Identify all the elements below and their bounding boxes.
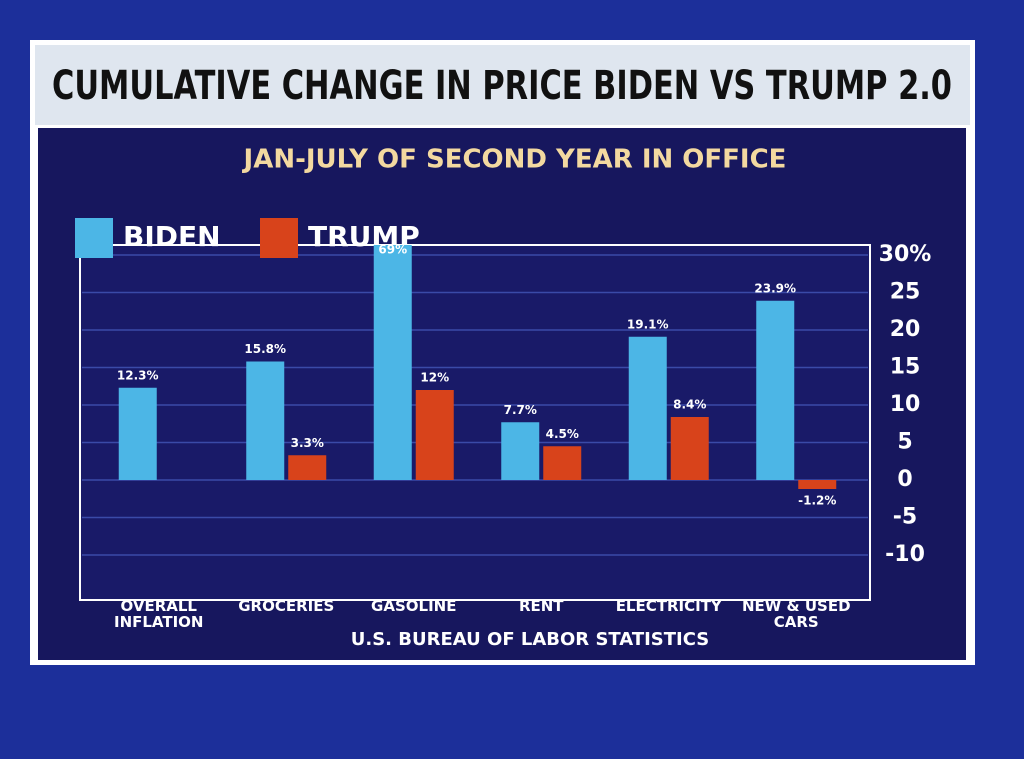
x-tick-label: NEW & USED CARS xyxy=(741,597,851,631)
bar xyxy=(246,361,285,480)
y-tick-label: 25 xyxy=(890,280,921,305)
bar xyxy=(288,455,327,480)
x-tick-label: RENT xyxy=(518,597,564,615)
plot-area xyxy=(79,244,871,601)
title-banner xyxy=(35,45,970,125)
bar xyxy=(628,336,667,480)
value-label: 23.9% xyxy=(754,281,796,295)
value-label: 19.1% xyxy=(627,317,669,331)
y-tick-label: 5 xyxy=(897,430,912,455)
bar xyxy=(798,480,837,489)
y-tick-label: 0 xyxy=(897,467,912,492)
chart-title: CUMULATIVE CHANGE IN PRICE BIDEN VS TRUM… xyxy=(52,63,952,109)
value-label: 15.8% xyxy=(244,342,286,356)
y-tick-label: -10 xyxy=(885,542,925,567)
value-label: 12% xyxy=(420,371,449,385)
value-label: -1.2% xyxy=(798,494,836,508)
legend-label: BIDEN xyxy=(123,220,221,253)
value-label: 7.7% xyxy=(504,403,537,417)
value-label: 3.3% xyxy=(291,436,324,450)
bar xyxy=(373,245,412,480)
legend-swatch xyxy=(75,218,113,258)
bar xyxy=(415,390,454,480)
value-label: 69% xyxy=(378,243,407,257)
bar xyxy=(670,417,709,480)
y-tick-label: 10 xyxy=(890,392,921,417)
bar xyxy=(118,387,157,480)
value-label: 8.4% xyxy=(673,398,706,412)
bars xyxy=(118,245,837,489)
bar xyxy=(756,300,795,480)
x-tick-label: OVERALL INFLATION xyxy=(113,597,204,631)
y-tick-label: 20 xyxy=(890,317,921,342)
legend-swatch xyxy=(260,218,298,258)
x-tick-label: GASOLINE xyxy=(371,597,457,615)
subtitle: JAN-JULY OF SECOND YEAR IN OFFICE xyxy=(242,145,787,175)
y-tick-label: 15 xyxy=(890,355,921,380)
bar xyxy=(501,422,540,480)
value-label: 4.5% xyxy=(546,427,579,441)
bar xyxy=(543,446,582,480)
x-tick-label: ELECTRICITY xyxy=(615,597,722,615)
value-label: 12.3% xyxy=(117,368,159,382)
source: U.S. BUREAU OF LABOR STATISTICS xyxy=(351,629,710,650)
y-tick-label: 30% xyxy=(879,242,932,267)
x-tick-label: GROCERIES xyxy=(238,597,335,615)
y-tick-label: -5 xyxy=(893,505,917,530)
